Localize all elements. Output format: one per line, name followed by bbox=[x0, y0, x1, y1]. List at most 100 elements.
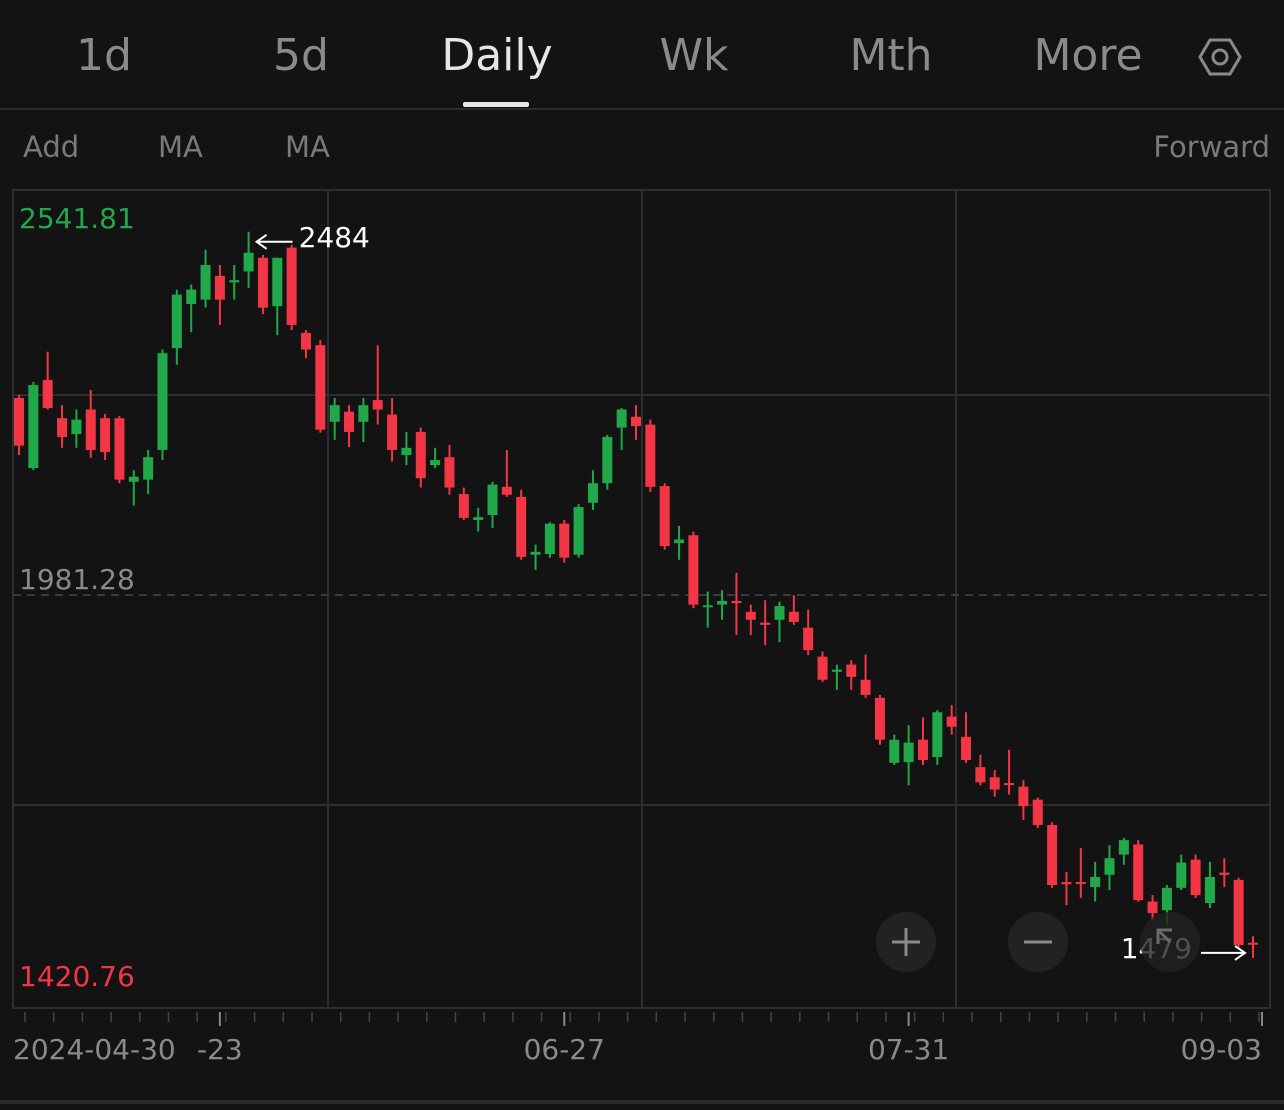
candle-body bbox=[1133, 844, 1144, 901]
candle-body bbox=[415, 431, 426, 479]
candle-body bbox=[200, 265, 211, 300]
candle-body bbox=[315, 345, 326, 430]
candle-body bbox=[1104, 858, 1115, 875]
zoom-out-button[interactable] bbox=[1008, 912, 1068, 972]
candle-body bbox=[961, 736, 972, 760]
x-tick-label: 07-31 bbox=[868, 1033, 949, 1066]
candle-body bbox=[1047, 824, 1058, 885]
candle-body bbox=[702, 605, 713, 608]
toolbar-item[interactable]: Add bbox=[23, 130, 79, 164]
settings-icon[interactable] bbox=[1198, 38, 1242, 76]
candle-body bbox=[731, 600, 742, 604]
candle-body bbox=[229, 280, 240, 283]
candle-body bbox=[143, 457, 154, 480]
candle-body bbox=[1075, 882, 1086, 885]
candle-body bbox=[14, 397, 24, 446]
candle-body bbox=[85, 409, 96, 450]
tab-underline bbox=[463, 102, 529, 107]
candle-body bbox=[501, 486, 512, 495]
candle-body bbox=[831, 669, 842, 672]
tab[interactable]: 1d bbox=[76, 30, 132, 81]
y-tick-label: 1981.28 bbox=[19, 563, 135, 596]
fullscreen-button[interactable] bbox=[1140, 912, 1200, 972]
x-tick-label: -23 bbox=[197, 1033, 243, 1066]
candle-body bbox=[874, 697, 885, 740]
candle-body bbox=[1018, 786, 1029, 807]
zoom-controls bbox=[876, 912, 1200, 972]
candle-body bbox=[344, 411, 355, 432]
tab[interactable]: More bbox=[1033, 30, 1142, 81]
candle-body bbox=[286, 247, 297, 325]
candle-body bbox=[860, 679, 871, 695]
y-tick-label: 1420.76 bbox=[19, 960, 135, 993]
candle-body bbox=[602, 436, 613, 484]
candle-body bbox=[473, 517, 484, 521]
x-tick-label: 06-27 bbox=[524, 1033, 605, 1066]
candle-body bbox=[1161, 887, 1172, 911]
candle-body bbox=[1190, 859, 1201, 896]
candle-body bbox=[458, 494, 469, 518]
candle-body bbox=[243, 252, 254, 272]
candle-body bbox=[803, 627, 814, 651]
chart: 1420.76 1981.28 2541.81 2024-04-30 -23 06-27 0… bbox=[12, 189, 1271, 1066]
candle-body bbox=[358, 405, 369, 422]
tab[interactable]: Wk bbox=[660, 30, 730, 81]
candle-body bbox=[846, 664, 857, 677]
zoom-in-button[interactable] bbox=[876, 912, 936, 972]
candle-body bbox=[745, 611, 756, 620]
candle-body bbox=[487, 484, 498, 516]
candle-body bbox=[889, 739, 900, 763]
candle-body bbox=[300, 332, 311, 350]
tab[interactable]: Daily bbox=[441, 30, 552, 81]
tab[interactable]: 5d bbox=[273, 30, 329, 81]
candle-body bbox=[157, 353, 168, 450]
candle-body bbox=[444, 457, 455, 488]
candle-body bbox=[171, 294, 182, 349]
candle-body bbox=[917, 739, 928, 760]
candle-body bbox=[573, 507, 584, 555]
candle-body bbox=[975, 767, 986, 783]
candle-body bbox=[401, 447, 412, 456]
candle-body bbox=[1147, 901, 1158, 914]
high-annotation: 2484 bbox=[299, 221, 370, 254]
grid bbox=[13, 190, 1270, 1008]
toolbar-item[interactable]: MA bbox=[285, 130, 330, 164]
candle-body bbox=[214, 275, 225, 300]
candle-body bbox=[28, 384, 39, 469]
candle-body bbox=[186, 289, 197, 305]
candle-body bbox=[659, 486, 670, 547]
candle-body bbox=[100, 418, 111, 453]
toolbar-item[interactable]: MA bbox=[158, 130, 203, 164]
candle-body bbox=[530, 551, 541, 555]
candle-body bbox=[544, 523, 555, 555]
candle-body bbox=[645, 424, 656, 487]
candle-body bbox=[688, 535, 699, 605]
candle-body bbox=[1248, 942, 1258, 945]
candle-body bbox=[1032, 799, 1043, 825]
candle-body bbox=[372, 400, 383, 410]
candle-body bbox=[1204, 876, 1215, 904]
candle-body bbox=[674, 539, 685, 544]
candle-body bbox=[1118, 840, 1129, 855]
annotation-arrow bbox=[254, 233, 293, 250]
candle-body bbox=[946, 716, 957, 727]
candle-body bbox=[42, 379, 53, 409]
candle-body bbox=[1004, 783, 1015, 786]
candle-body bbox=[587, 483, 598, 503]
candle-body bbox=[616, 409, 627, 428]
candle-body bbox=[903, 742, 914, 763]
candle-body bbox=[430, 460, 441, 466]
candle-body bbox=[272, 257, 283, 307]
candle-body bbox=[128, 476, 139, 482]
annotation-arrow bbox=[1201, 945, 1247, 961]
candle-body bbox=[114, 418, 125, 480]
candle-body bbox=[788, 611, 799, 622]
candle-body bbox=[387, 414, 398, 450]
tab[interactable]: Mth bbox=[849, 30, 932, 81]
candle-body bbox=[1233, 879, 1244, 945]
toolbar-item[interactable]: Forward bbox=[1153, 130, 1270, 164]
candle-body bbox=[57, 418, 68, 437]
candle-body bbox=[329, 405, 340, 422]
x-tick-label: 2024-04-30 bbox=[13, 1033, 176, 1066]
